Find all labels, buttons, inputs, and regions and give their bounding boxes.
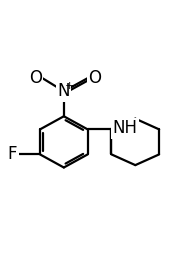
Text: +: + [65, 81, 74, 91]
Text: O: O [88, 69, 101, 87]
Text: NH: NH [113, 119, 138, 137]
Text: F: F [8, 145, 17, 163]
Text: O: O [29, 69, 42, 87]
Text: N: N [58, 82, 70, 100]
